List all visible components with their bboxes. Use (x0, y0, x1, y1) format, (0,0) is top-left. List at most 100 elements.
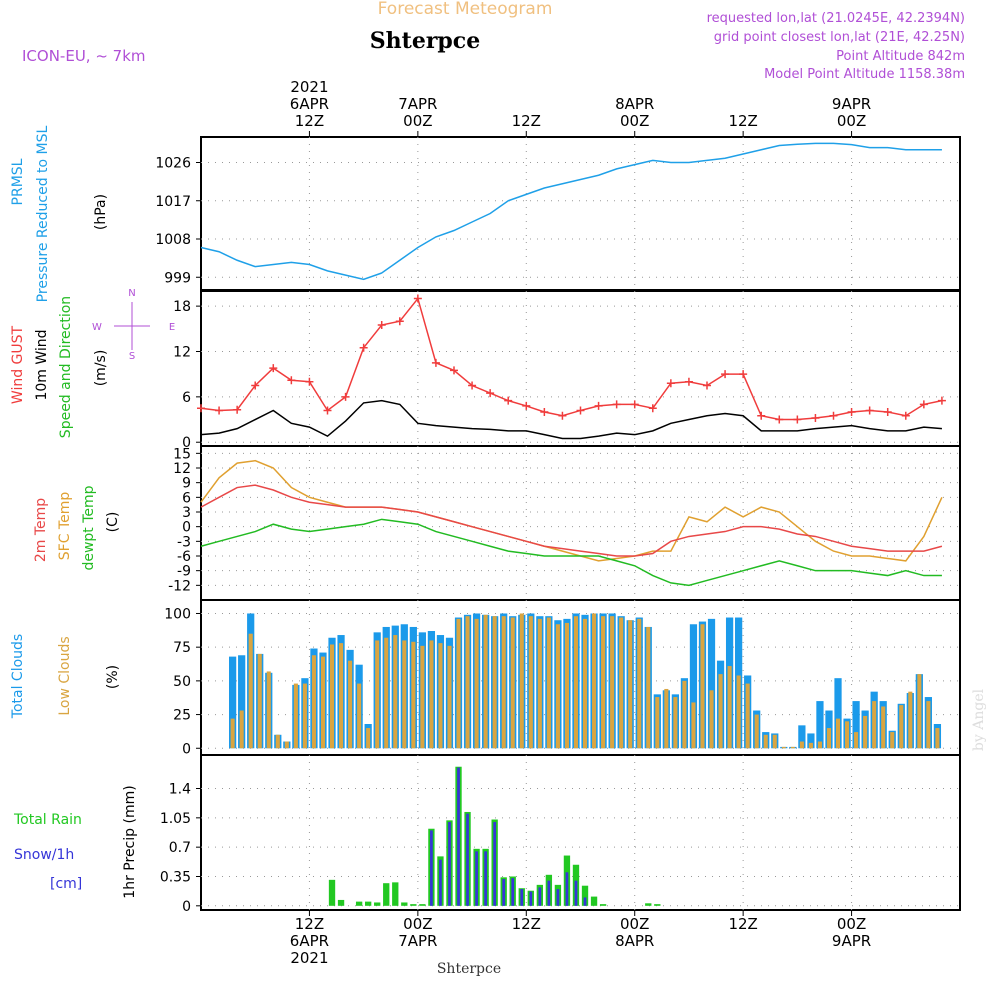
total-clouds-bar (852, 701, 860, 749)
model-label: ICON-EU, ~ 7km (22, 47, 146, 65)
time-label: 12Z (295, 915, 324, 933)
time-label: 8APR (615, 932, 654, 950)
y-tick-label: -6 (177, 549, 191, 565)
snow-bar (511, 878, 515, 906)
gust-line-point (703, 381, 711, 390)
rain-bar (654, 904, 661, 906)
snow-bar (574, 880, 578, 906)
low-clouds-bar (483, 614, 488, 749)
gust-line-point (522, 401, 531, 410)
low-clouds-bar (257, 653, 262, 749)
y-tick-label: 0 (182, 520, 191, 536)
compass-rose: N S W E (92, 288, 175, 362)
snow-bar (448, 822, 451, 906)
low-clouds-bar (808, 742, 813, 749)
gust-line-point (269, 364, 278, 373)
watermark: by Angel (971, 688, 987, 751)
dewpt-line (200, 518, 942, 587)
compass-e: E (169, 322, 175, 333)
y-tick-label: 0 (182, 435, 191, 451)
y-tick-label: 12 (173, 461, 191, 477)
pressure-label-1: PRMSL (10, 158, 26, 205)
temp-unit: (C) (105, 512, 121, 533)
rain-bar (337, 899, 345, 906)
time-label: 12Z (728, 112, 757, 130)
gust-line-point (450, 366, 458, 375)
y-tick-label: 1017 (155, 194, 191, 210)
low-clouds-bar (474, 618, 479, 749)
wind-unit: (m/s) (93, 350, 109, 387)
low-clouds-bar (320, 656, 326, 749)
low-clouds-bar (528, 616, 533, 749)
rain-bar (328, 879, 336, 906)
gust-line-point (305, 377, 314, 386)
low-clouds-bar (908, 691, 913, 749)
y-tick-label: 0 (182, 899, 191, 915)
low-clouds-bar (754, 714, 759, 749)
y-tick-label: 1.05 (160, 811, 191, 827)
y-tick-label: 1008 (155, 232, 191, 248)
low-clouds-bar (537, 618, 542, 749)
footer-station: Shterpce (437, 961, 501, 977)
y-tick-label: 75 (173, 640, 191, 656)
low-clouds-bar (357, 683, 362, 749)
low-clouds-bar (709, 690, 714, 749)
low-clouds-bar (646, 626, 651, 749)
gust-line-point (576, 406, 585, 415)
gust-line-point (486, 389, 495, 398)
gust-line-point (359, 343, 368, 352)
low-clouds-bar (601, 616, 606, 749)
grid-point-coords: grid point closest lon,lat (21E, 42.25N) (714, 30, 965, 45)
total-clouds-bar (807, 733, 815, 749)
gust-line-point (865, 406, 874, 415)
snow-bar (529, 891, 533, 906)
rain-bar (401, 902, 408, 906)
gust-line-point (901, 411, 910, 420)
snow-unit: [cm] (50, 876, 82, 892)
y-tick-label: 6 (182, 390, 191, 406)
low-clouds-bar (637, 618, 642, 749)
low-clouds-bar (718, 674, 723, 749)
total-clouds-bar (229, 656, 237, 749)
y-tick-label: 12 (173, 344, 191, 360)
gust-line-point (377, 321, 386, 330)
gust-label: Wind GUST (10, 325, 26, 404)
low-clouds-bar (248, 633, 253, 749)
snow-bar (484, 851, 487, 906)
precip-panel: 0 0.35 0.7 1.05 1.4 (160, 754, 961, 915)
low-clouds-bar (519, 613, 524, 749)
gust-line-point (395, 317, 404, 326)
y-tick-label: 999 (164, 270, 191, 286)
time-label: 12Z (512, 915, 541, 933)
low-clouds-bar (899, 705, 904, 749)
snow-bar (493, 822, 497, 906)
low-clouds-bar (230, 718, 235, 749)
time-label: 12Z (295, 112, 324, 130)
gust-line-point (757, 411, 766, 420)
low-clouds-bar (393, 635, 398, 749)
gust-line-point (431, 358, 440, 367)
pressure-panel: 999 1008 1017 1026 (155, 136, 961, 291)
low-clouds-bar (736, 675, 741, 749)
low-clouds-bar (510, 617, 515, 749)
low-clouds-bar (293, 683, 298, 749)
compass-w: W (92, 322, 102, 333)
station-title: Shterpce (370, 28, 480, 54)
precip-ylabel: 1hr Precip (mm) (122, 785, 138, 898)
total-clouds-bar (798, 725, 806, 749)
low-clouds-bar (582, 618, 588, 749)
rain-bar (374, 902, 381, 906)
gust-line-point (721, 370, 730, 379)
low-clouds-bar (781, 746, 786, 749)
low-clouds-bar (366, 728, 371, 749)
rain-bar (364, 901, 372, 906)
gust-line-point (341, 392, 350, 401)
compass-s: S (129, 351, 135, 362)
low-clouds-bar (438, 643, 443, 749)
total-clouds-bar (816, 701, 824, 749)
wind-label: 10m Wind (34, 329, 50, 400)
total-clouds-bar (238, 655, 246, 749)
gust-line-point (323, 406, 332, 415)
gust-line-point (648, 404, 657, 413)
